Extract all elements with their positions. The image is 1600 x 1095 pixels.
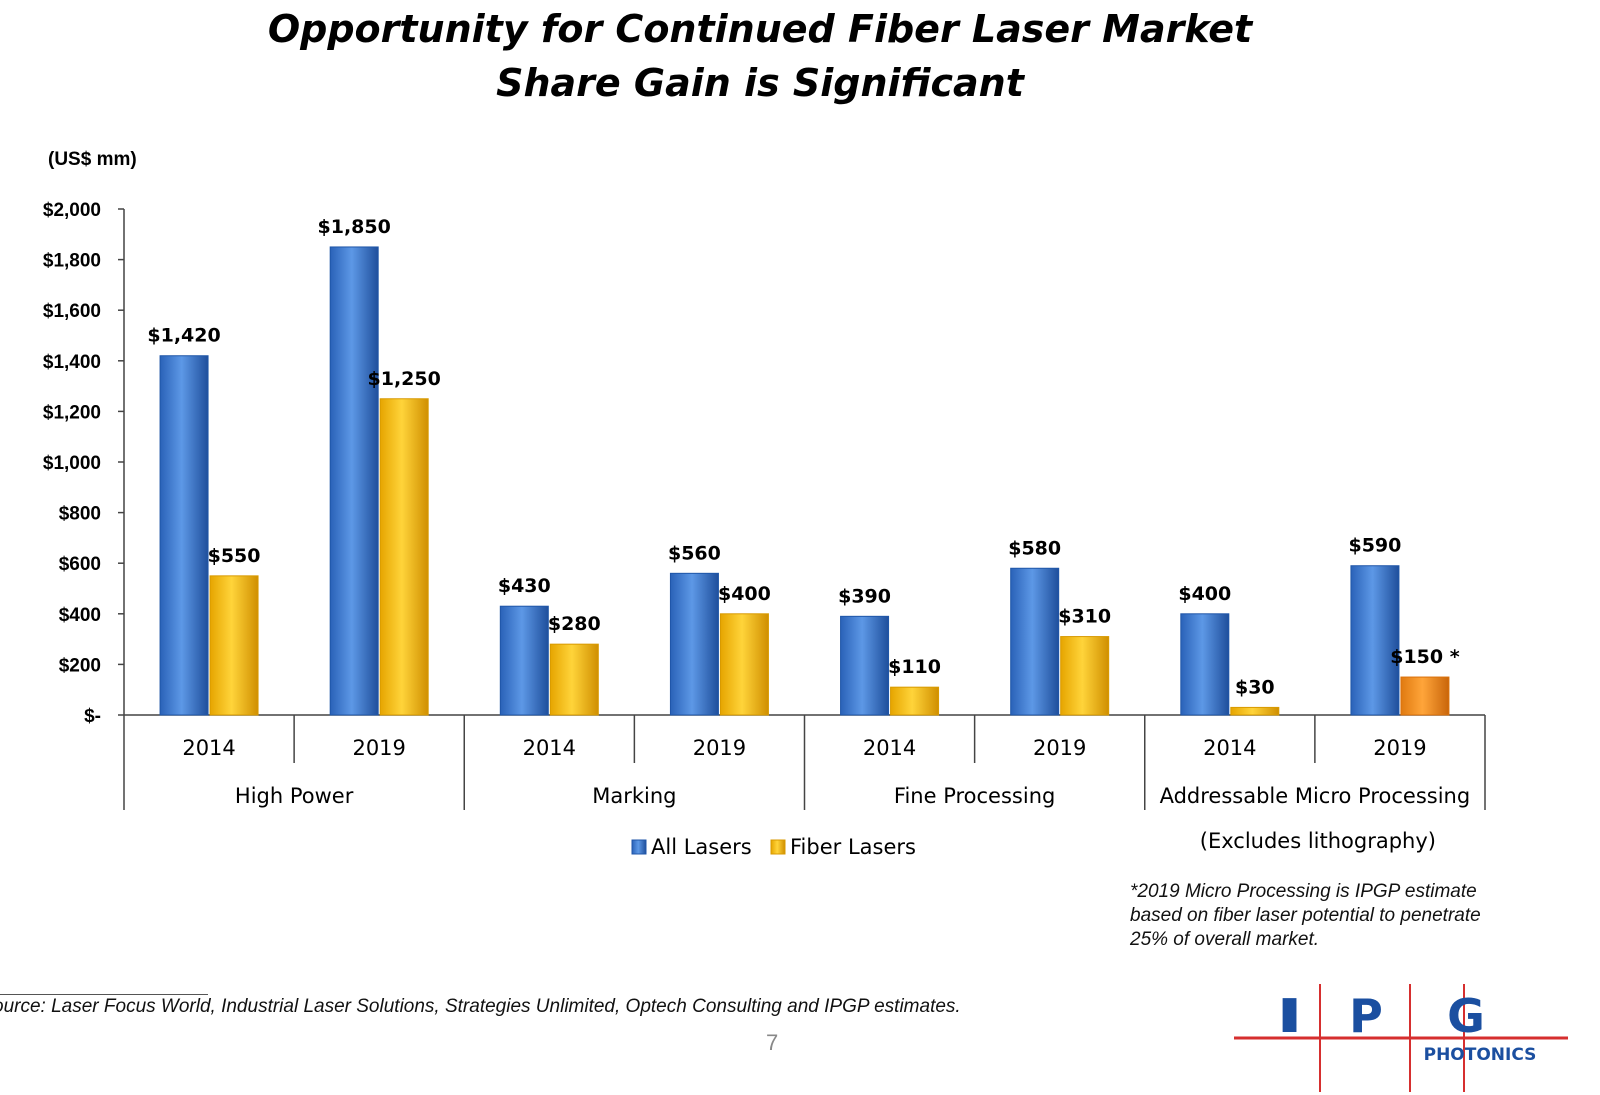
x-category-label: 2019 bbox=[352, 736, 405, 760]
y-tick-label: $200 bbox=[59, 655, 101, 676]
x-group-label: Marking bbox=[592, 784, 676, 808]
ipg-photonics-logo: I P G PHOTONICS bbox=[1234, 984, 1568, 1092]
y-tick-label: $1,600 bbox=[43, 301, 101, 322]
data-label: $430 bbox=[498, 575, 551, 597]
data-label: $590 bbox=[1348, 535, 1401, 557]
x-group-label: Fine Processing bbox=[894, 784, 1055, 808]
y-tick-label: $800 bbox=[59, 504, 101, 525]
y-tick-label: $1,800 bbox=[43, 251, 101, 272]
bar-chart: (US$ mm) $- $200 $400 $600 $800 $1,000 $1,200 $… bbox=[43, 149, 1486, 859]
bar-fiber-lasers bbox=[209, 575, 259, 716]
y-tick-label: $1,200 bbox=[43, 402, 101, 423]
x-group-subtitle: (Excludes lithography) bbox=[1200, 829, 1436, 853]
x-category-label: 2019 bbox=[693, 736, 746, 760]
bar-all-lasers bbox=[1350, 565, 1400, 716]
source-note: ource: Laser Focus World, Industrial Las… bbox=[0, 996, 961, 1017]
logo-letter-p: P bbox=[1349, 989, 1383, 1043]
data-label: $280 bbox=[548, 613, 601, 635]
data-label: $1,420 bbox=[147, 325, 220, 347]
x-category-label: 2014 bbox=[523, 736, 576, 760]
bar-fiber-lasers bbox=[1230, 706, 1280, 716]
x-group-label: Addressable Micro Processing bbox=[1160, 784, 1471, 808]
y-tick-label: $1,400 bbox=[43, 352, 101, 373]
y-tick-label: $400 bbox=[59, 605, 101, 626]
x-category-label: 2019 bbox=[1033, 736, 1086, 760]
legend-label-fiber-lasers: Fiber Lasers bbox=[790, 835, 916, 859]
data-label: $110 bbox=[888, 656, 941, 678]
bar-all-lasers bbox=[840, 615, 890, 716]
footnote-line-1: *2019 Micro Processing is IPGP estimate bbox=[1130, 881, 1477, 902]
y-tick-label: $600 bbox=[59, 554, 101, 575]
x-category-label: 2014 bbox=[863, 736, 916, 760]
legend-swatch-all-lasers bbox=[631, 839, 647, 855]
y-tick-label: $- bbox=[84, 706, 101, 727]
title-line-2: Share Gain is Significant bbox=[496, 61, 1024, 105]
legend-label-all-lasers: All Lasers bbox=[651, 835, 752, 859]
bar-all-lasers bbox=[329, 246, 379, 716]
y-tick-label: $2,000 bbox=[43, 200, 101, 221]
y-tick-label: $1,000 bbox=[43, 453, 101, 474]
bar-all-lasers bbox=[1010, 567, 1060, 716]
source-divider bbox=[0, 994, 208, 995]
data-label: $560 bbox=[668, 542, 721, 564]
x-category-label: 2014 bbox=[1203, 736, 1256, 760]
logo-letter-g: G bbox=[1447, 989, 1485, 1043]
x-category-label: 2019 bbox=[1373, 736, 1426, 760]
bar-fiber-lasers bbox=[1400, 676, 1450, 716]
bar-fiber-lasers bbox=[719, 613, 769, 716]
data-label: $400 bbox=[718, 583, 771, 605]
page-number: 7 bbox=[766, 1030, 779, 1055]
x-category-label: 2014 bbox=[182, 736, 235, 760]
bar-all-lasers bbox=[1180, 613, 1230, 716]
legend-swatch-fiber-lasers bbox=[770, 839, 786, 855]
data-label: $1,850 bbox=[318, 216, 391, 238]
bar-all-lasers bbox=[159, 355, 209, 716]
data-label: $550 bbox=[208, 545, 261, 567]
bar-fiber-lasers bbox=[549, 643, 599, 716]
footnote: *2019 Micro Processing is IPGP estimate … bbox=[1130, 880, 1550, 952]
data-label: $1,250 bbox=[368, 368, 441, 390]
data-label: $30 bbox=[1235, 676, 1275, 698]
bar-fiber-lasers bbox=[379, 398, 429, 716]
title-line-1: Opportunity for Continued Fiber Laser Ma… bbox=[267, 7, 1253, 51]
data-label: $580 bbox=[1008, 537, 1061, 559]
footnote-line-3: 25% of overall market. bbox=[1130, 929, 1320, 950]
data-label: $390 bbox=[838, 585, 891, 607]
data-label: $150 * bbox=[1390, 646, 1459, 668]
data-label: $310 bbox=[1058, 606, 1111, 628]
bar-all-lasers bbox=[669, 572, 719, 716]
footnote-line-2: based on fiber laser potential to penetr… bbox=[1130, 905, 1481, 926]
bar-fiber-lasers bbox=[890, 686, 940, 716]
data-label: $400 bbox=[1178, 583, 1231, 605]
y-axis-unit-label: (US$ mm) bbox=[48, 149, 137, 170]
bar-fiber-lasers bbox=[1060, 636, 1110, 716]
x-group-label: High Power bbox=[235, 784, 354, 808]
bar-all-lasers bbox=[499, 605, 549, 716]
logo-photonics-text: PHOTONICS bbox=[1424, 1045, 1537, 1065]
page-title: Opportunity for Continued Fiber Laser Ma… bbox=[0, 2, 1520, 110]
logo-letter-i: I bbox=[1276, 990, 1303, 1043]
